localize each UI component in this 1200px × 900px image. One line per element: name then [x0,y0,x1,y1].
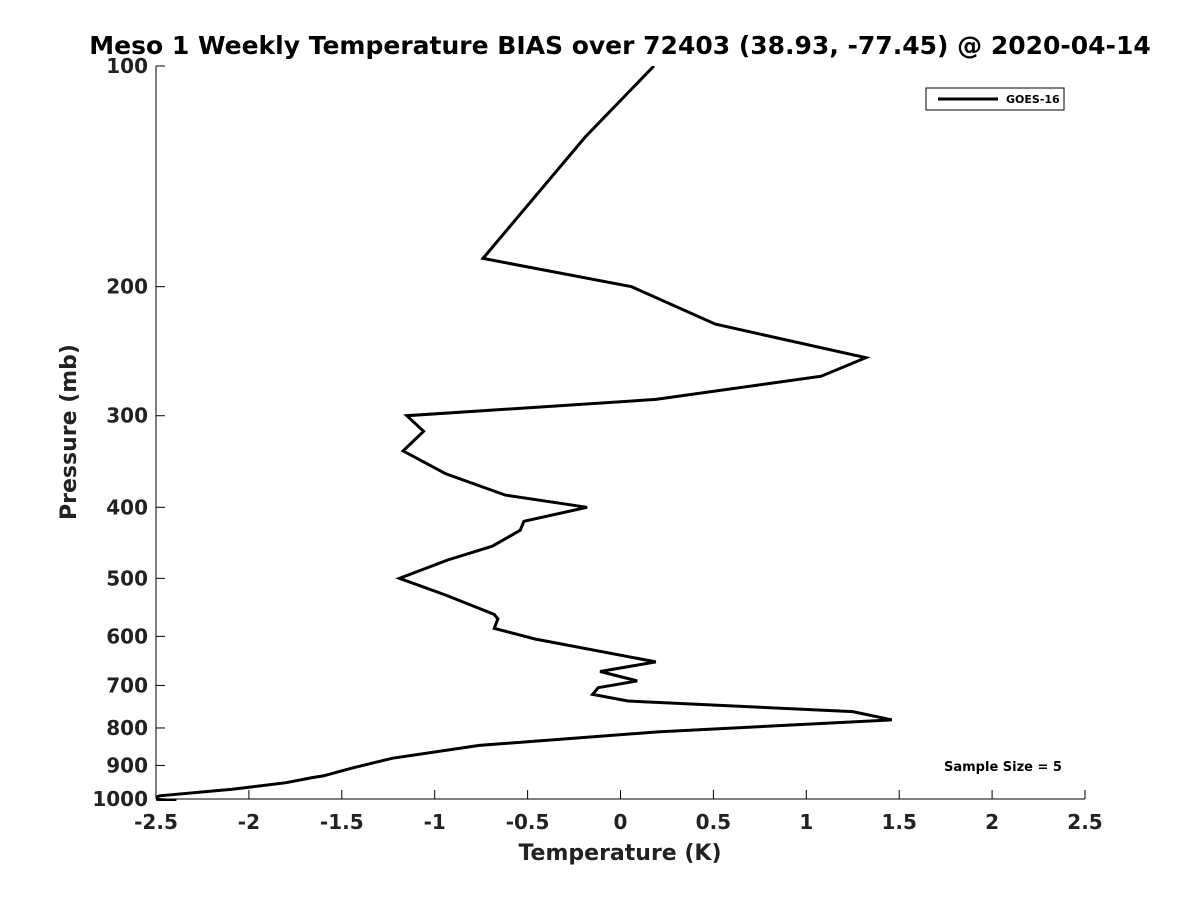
y-axis-label: Pressure (mb) [57,344,82,520]
y-ticks: 100 200 300 400 500 600 700 800 900 1000 [92,54,165,811]
x-tick-label: 0 [614,810,628,834]
y-tick-label: 900 [106,753,148,777]
y-tick-label: 1000 [92,787,148,811]
x-tick-label: -1 [424,810,446,834]
x-axis-label: Temperature (K) [518,841,721,866]
sample-size-annotation: Sample Size = 5 [944,760,1062,775]
y-tick-label: 400 [106,495,148,519]
series-line-goes-16 [156,66,893,801]
y-tick-label: 500 [106,566,148,590]
y-tick-label: 200 [106,275,148,299]
x-tick-label: 1 [799,810,813,834]
x-tick-label: -2.5 [134,810,178,834]
x-tick-label: -1.5 [320,810,364,834]
x-tick-label: -2 [238,810,260,834]
x-tick-label: 0.5 [696,810,731,834]
legend-entry-goes-16: GOES-16 [1006,93,1060,106]
x-ticks: -2.5 -2 -1.5 -1 -0.5 0 0.5 1 1.5 2 2.5 [134,790,1103,834]
y-tick-label: 600 [106,624,148,648]
y-tick-label: 100 [106,54,148,78]
x-tick-label: 2 [985,810,999,834]
x-tick-label: -0.5 [506,810,550,834]
y-tick-label: 700 [106,673,148,697]
x-tick-label: 1.5 [881,810,916,834]
chart-title: Meso 1 Weekly Temperature BIAS over 7240… [89,31,1150,60]
plot-area: -2.5 -2 -1.5 -1 -0.5 0 0.5 1 1.5 2 2.5 100 200 300 40… [92,54,1102,834]
y-tick-label: 300 [106,404,148,428]
x-tick-label: 2.5 [1067,810,1102,834]
legend: GOES-16 [925,87,1065,111]
series-group [156,66,893,801]
y-tick-label: 800 [106,716,148,740]
